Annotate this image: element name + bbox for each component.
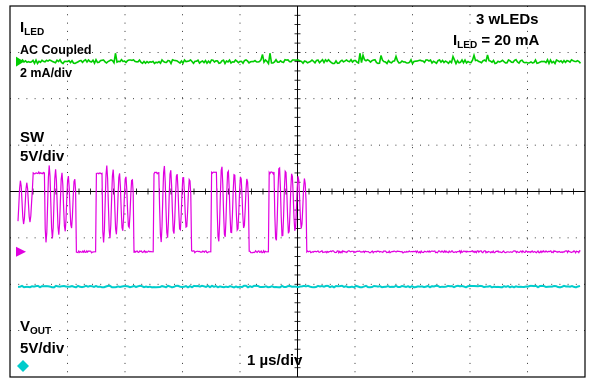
ch2-label: SW [20, 129, 45, 146]
ch1-scale-label: 2 mA/div [20, 66, 73, 80]
annotation-line2: ILED = 20 mA [453, 32, 540, 51]
sw-marker-icon [16, 246, 26, 257]
ch1-label: ILED [20, 19, 45, 38]
vout-marker-icon [17, 360, 29, 372]
graticule [9, 5, 586, 378]
sw-trace [17, 165, 581, 255]
ch3-label: VOUT [20, 318, 52, 337]
channel-markers [16, 56, 29, 372]
vout-trace [17, 284, 581, 289]
iled-marker-icon [16, 56, 24, 67]
ch3-scale-label: 5V/div [20, 340, 65, 357]
ch2-scale-label: 5V/div [20, 148, 65, 165]
traces [17, 52, 582, 289]
iled-trace [17, 52, 582, 66]
annotation-line1: 3 wLEDs [476, 11, 539, 28]
timebase-label: 1 µs/div [247, 352, 303, 369]
ch1-coupling-label: AC Coupled [20, 43, 92, 57]
